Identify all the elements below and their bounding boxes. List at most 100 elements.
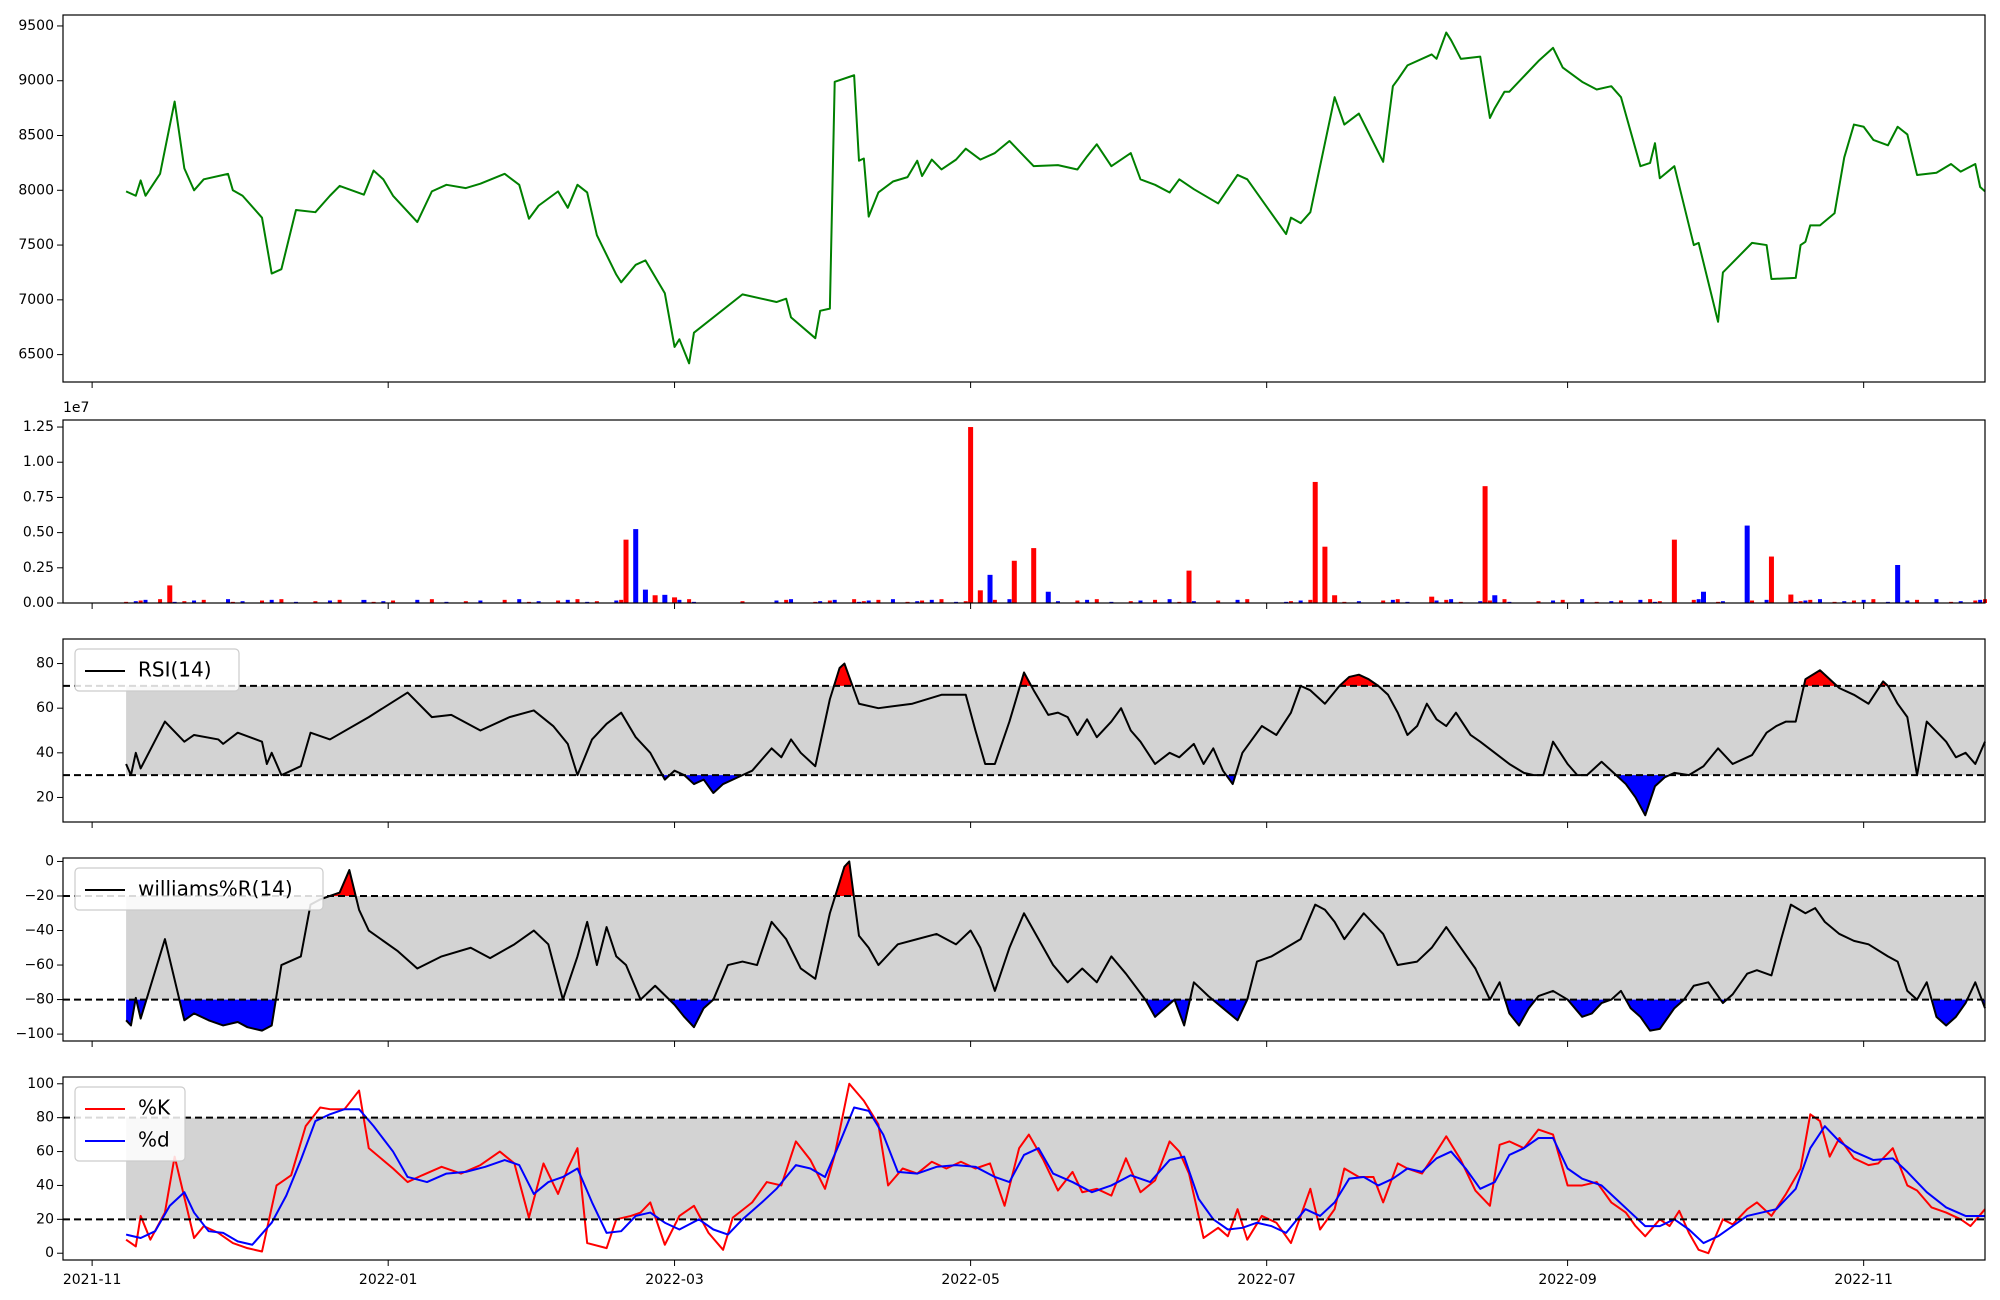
volume-bar: [1395, 599, 1400, 603]
stochastic-panel: [62, 1076, 1986, 1261]
volume-bar: [429, 599, 434, 603]
volume-bar: [192, 600, 197, 603]
volume-bar: [890, 599, 895, 603]
williams-oversold-fill: [1212, 999, 1248, 1021]
volume-bar: [1007, 599, 1012, 603]
volume-bar: [929, 599, 934, 603]
volume-bar: [1011, 560, 1017, 603]
stochastic-ytick-label: 80: [36, 1110, 54, 1126]
williams-overbought-fill: [329, 870, 356, 896]
volume-bar: [672, 597, 678, 603]
volume-bar: [502, 599, 507, 603]
williams-ytick-label: −80: [24, 992, 54, 1008]
volume-bar: [642, 589, 648, 603]
volume-bar: [1075, 600, 1080, 603]
stochastic-line: [125, 1082, 1986, 1255]
rsi-ytick-label: 20: [36, 789, 54, 805]
volume-bar: [517, 599, 522, 603]
volume-bar: [1536, 601, 1541, 603]
volume-bar: [1085, 599, 1090, 603]
volume-bar: [1700, 591, 1706, 603]
volume-bar: [977, 590, 983, 603]
volume-bar: [415, 599, 420, 603]
volume-bar: [1245, 599, 1250, 603]
volume-bar: [201, 599, 206, 603]
williams-oversold-fill: [1174, 999, 1190, 1026]
volume-bar: [1312, 481, 1318, 603]
price-line: [125, 31, 1986, 365]
williams-band: [126, 895, 1986, 1000]
volume-bar: [1696, 599, 1701, 603]
volume-bar: [1609, 601, 1614, 603]
williams-oversold-fill: [136, 999, 147, 1019]
volume-bar: [313, 601, 318, 603]
volume-bar: [391, 600, 396, 603]
williams-line: [125, 860, 1986, 1032]
volume-bar: [1973, 600, 1978, 603]
volume-bar: [1648, 599, 1653, 603]
legend-label: williams%R(14): [138, 877, 293, 901]
volume-bar: [327, 600, 332, 603]
price-ytick-label: 7500: [18, 237, 54, 253]
volume-bar: [987, 574, 993, 603]
volume-bar: [167, 585, 173, 603]
volume-bar: [269, 599, 274, 603]
rsi-ytick-label: 40: [36, 745, 54, 761]
volume-bar: [1851, 600, 1856, 603]
volume-bar: [939, 599, 944, 603]
williams-panel: [62, 857, 1986, 1042]
volume-bar: [968, 427, 974, 603]
stochastic-legend: %K %d: [74, 1086, 186, 1162]
volume-bar: [556, 600, 561, 603]
williams-ytick-label: −20: [24, 888, 54, 904]
williams-overbought-fill: [835, 861, 854, 896]
volume-bar: [1842, 601, 1847, 603]
price-ytick-label: 7000: [18, 292, 54, 308]
volume-ytick-label: 1.00: [23, 454, 54, 470]
volume-bar: [1478, 601, 1483, 603]
volume-bar: [1750, 600, 1755, 603]
volume-bar: [463, 601, 468, 603]
volume-bar: [818, 601, 823, 603]
volume-bar: [1191, 601, 1196, 603]
volume-bar: [1817, 599, 1822, 603]
volume-offset-label: 1e7: [63, 400, 89, 416]
volume-bar: [594, 601, 599, 603]
volume-bar: [158, 599, 163, 603]
volume-bar: [1429, 596, 1435, 603]
williams-ytick-label: 0: [45, 853, 54, 869]
volume-bar: [1871, 599, 1876, 603]
volume-bar: [1356, 601, 1361, 603]
volume-bar: [852, 599, 857, 603]
volume-bar: [1288, 601, 1293, 603]
volume-bar: [1958, 601, 1963, 603]
volume-bar: [1895, 564, 1901, 603]
volume-bar: [1978, 599, 1983, 603]
volume-bar: [1298, 600, 1303, 603]
volume-bar: [1657, 601, 1662, 603]
volume-bar: [536, 601, 541, 603]
volume-bar: [1915, 599, 1920, 603]
williams-oversold-fill: [1145, 999, 1175, 1017]
x-tick-label: 2021-11: [63, 1272, 122, 1288]
volume-bar: [1186, 570, 1192, 603]
price-ytick-label: 9000: [18, 73, 54, 89]
volume-bar: [832, 599, 837, 603]
volume-bar: [1308, 599, 1313, 603]
price-panel: [62, 14, 1986, 383]
volume-bar: [1798, 601, 1803, 603]
williams-ytick-label: −60: [24, 957, 54, 973]
legend-box: [74, 867, 324, 911]
volume-bar: [565, 599, 570, 603]
legend-box: [74, 1086, 186, 1162]
volume-ytick-label: 1.25: [23, 419, 54, 435]
volume-bar: [1808, 599, 1813, 603]
volume-bar: [279, 599, 284, 603]
stochastic-ytick-label: 20: [36, 1211, 54, 1227]
stochastic-ytick-label: 40: [36, 1177, 54, 1193]
volume-bar: [1720, 601, 1725, 603]
volume-bar: [143, 599, 148, 603]
volume-bar: [361, 599, 367, 603]
x-tick-label: 2022-07: [1237, 1272, 1296, 1288]
volume-bar: [1638, 599, 1643, 603]
